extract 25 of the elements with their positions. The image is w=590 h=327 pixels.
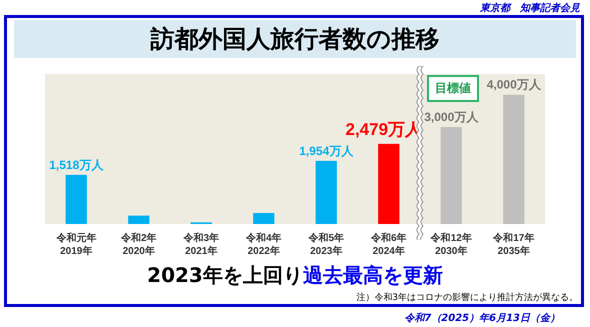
text: 令和7（2025）年6月13日（金） [404, 312, 560, 325]
text: 注）令和3年はコロナの影響により推計方法が異なる。 [356, 292, 578, 304]
x-tick-label: 令和5年 2023年 [307, 232, 344, 257]
bar [128, 216, 150, 224]
bar [503, 94, 524, 224]
x-tick-label: 令和17年 2035年 [492, 232, 534, 257]
bar [440, 127, 462, 224]
bar [316, 160, 337, 224]
x-tick-label: 令和元年 2019年 [55, 232, 96, 257]
x-tick-label: 令和4年 2022年 [244, 232, 282, 257]
bar [378, 144, 400, 224]
bar [66, 174, 87, 224]
x-tick-label: 令和3年 2021年 [182, 232, 220, 257]
x-tick-label: 令和2年 2020年 [120, 232, 157, 257]
data-label: 1,954万人 [299, 144, 354, 158]
x-tick-label: 令和12年 2030年 [430, 232, 472, 257]
text: 東京都 知事記者会見 [480, 2, 580, 15]
x-tick-label: 令和6年 2024年 [370, 232, 407, 257]
chart-title: 訪都外国人旅行者数の推移 [14, 20, 576, 58]
annotation: 目標値 [427, 75, 479, 102]
data-label: 4,000万人 [486, 78, 542, 92]
text: 2023年を上回り過去最高を更新 [147, 263, 443, 287]
data-label: 3,000万人 [424, 110, 480, 124]
data-label: 1,518万人 [49, 158, 104, 172]
bar [253, 213, 274, 224]
